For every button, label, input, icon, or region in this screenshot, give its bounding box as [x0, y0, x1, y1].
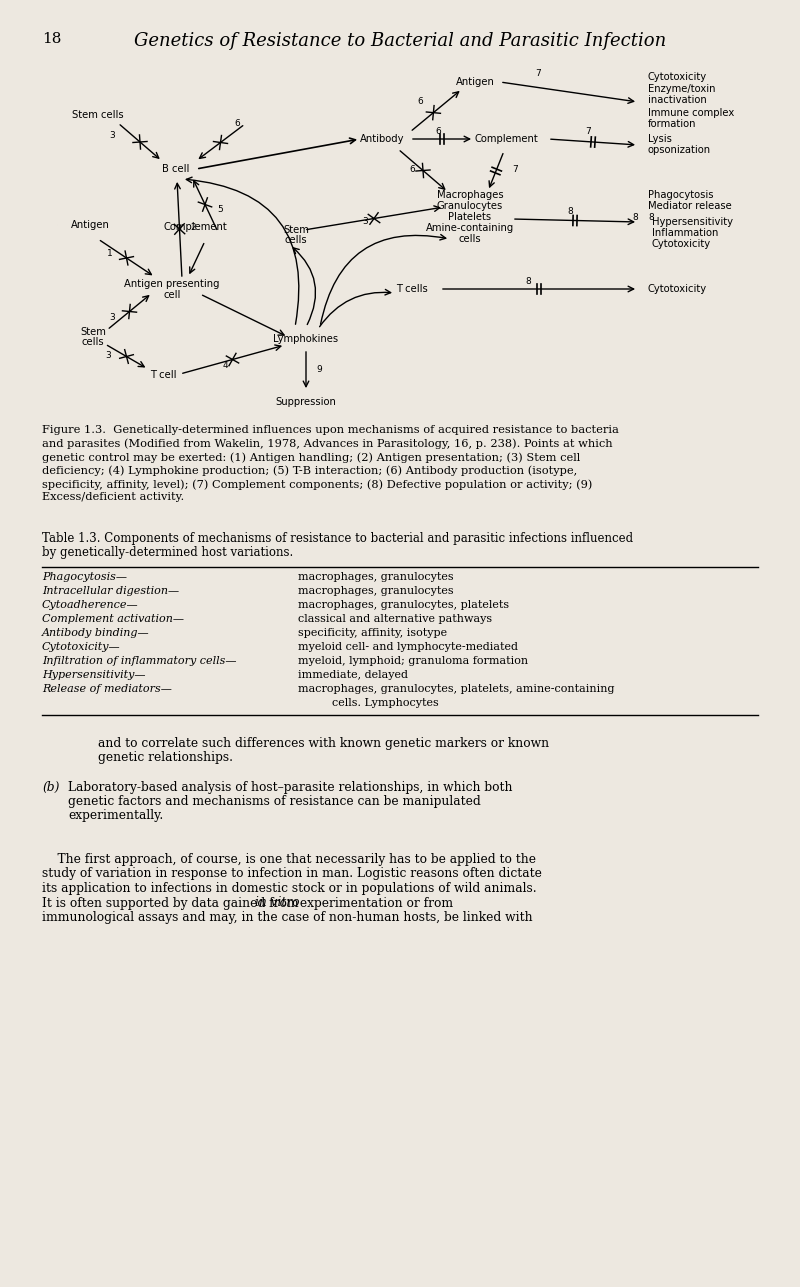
Text: 5: 5 [217, 205, 223, 214]
Text: immediate, delayed: immediate, delayed [298, 671, 408, 680]
Text: 6: 6 [417, 98, 423, 107]
Text: Excess/deficient activity.: Excess/deficient activity. [42, 493, 184, 502]
Text: formation: formation [648, 118, 697, 129]
Text: Infiltration of inflammatory cells—: Infiltration of inflammatory cells— [42, 656, 237, 665]
Text: Lysis: Lysis [648, 134, 672, 144]
Text: 8: 8 [632, 212, 638, 221]
Text: Amine-containing: Amine-containing [426, 223, 514, 233]
Text: Genetics of Resistance to Bacterial and Parasitic Infection: Genetics of Resistance to Bacterial and … [134, 32, 666, 50]
Text: 6: 6 [409, 165, 415, 174]
Text: Cytoadherence—: Cytoadherence— [42, 600, 138, 610]
Text: Complement: Complement [163, 221, 227, 232]
Text: Antigen presenting: Antigen presenting [124, 279, 220, 290]
Text: Antigen: Antigen [455, 77, 494, 88]
Text: cells: cells [82, 337, 104, 347]
Text: study of variation in response to infection in man. Logistic reasons often dicta: study of variation in response to infect… [42, 867, 542, 880]
Text: B cell: B cell [162, 163, 190, 174]
Text: 8: 8 [648, 212, 654, 221]
Text: 3: 3 [109, 313, 115, 322]
Text: genetic control may be exerted: (1) Antigen handling; (2) Antigen presentation; : genetic control may be exerted: (1) Anti… [42, 452, 580, 462]
Text: 7: 7 [585, 127, 591, 136]
Text: 9: 9 [316, 364, 322, 373]
Text: Antibody: Antibody [360, 134, 404, 144]
Text: immunological assays and may, in the case of non-human hosts, be linked with: immunological assays and may, in the cas… [42, 911, 533, 924]
Text: experimentally.: experimentally. [68, 810, 163, 822]
Text: in vitro: in vitro [255, 897, 300, 910]
Text: 8: 8 [525, 277, 531, 286]
Text: by genetically-determined host variations.: by genetically-determined host variation… [42, 546, 294, 559]
Text: Enzyme/toxin: Enzyme/toxin [648, 84, 715, 94]
Text: Release of mediators—: Release of mediators— [42, 683, 172, 694]
Text: Cytotoxicity: Cytotoxicity [648, 284, 707, 293]
Text: 6: 6 [435, 127, 441, 136]
Text: specificity, affinity, isotype: specificity, affinity, isotype [298, 628, 447, 638]
Text: T cell: T cell [150, 369, 176, 380]
Text: (b): (b) [42, 780, 59, 794]
Text: Phagocytosis—: Phagocytosis— [42, 571, 127, 582]
Text: macrophages, granulocytes, platelets, amine-containing: macrophages, granulocytes, platelets, am… [298, 683, 614, 694]
Text: 3: 3 [109, 130, 115, 139]
Text: and to correlate such differences with known genetic markers or known: and to correlate such differences with k… [98, 737, 549, 750]
Text: Complement: Complement [474, 134, 538, 144]
Text: classical and alternative pathways: classical and alternative pathways [298, 614, 492, 624]
Text: Stem: Stem [283, 225, 309, 236]
Text: Granulocytes: Granulocytes [437, 201, 503, 211]
Text: Intracellular digestion—: Intracellular digestion— [42, 586, 179, 596]
Text: opsonization: opsonization [648, 145, 711, 154]
Text: Suppression: Suppression [275, 396, 337, 407]
Text: Immune complex: Immune complex [648, 108, 734, 118]
Text: 7: 7 [535, 69, 541, 79]
Text: specificity, affinity, level); (7) Complement components; (8) Defective populati: specificity, affinity, level); (7) Compl… [42, 479, 592, 489]
Text: 4: 4 [222, 360, 228, 369]
Text: 1: 1 [107, 248, 113, 257]
Text: myeloid cell- and lymphocyte-mediated: myeloid cell- and lymphocyte-mediated [298, 642, 518, 653]
Text: Complement activation—: Complement activation— [42, 614, 184, 624]
Text: genetic factors and mechanisms of resistance can be manipulated: genetic factors and mechanisms of resist… [68, 795, 481, 808]
Text: cells: cells [285, 236, 307, 245]
Text: Cytotoxicity: Cytotoxicity [652, 239, 711, 248]
Text: 7: 7 [512, 165, 518, 174]
Text: Laboratory-based analysis of host–parasite relationships, in which both: Laboratory-based analysis of host–parasi… [68, 780, 513, 794]
Text: Figure 1.3.  Genetically-determined influences upon mechanisms of acquired resis: Figure 1.3. Genetically-determined influ… [42, 425, 619, 435]
Text: Platelets: Platelets [449, 212, 491, 221]
Text: macrophages, granulocytes: macrophages, granulocytes [298, 571, 454, 582]
Text: Stem: Stem [80, 327, 106, 337]
Text: Antigen: Antigen [70, 220, 110, 230]
Text: cell: cell [163, 290, 181, 300]
Text: Hypersensitivity: Hypersensitivity [652, 218, 733, 227]
Text: its application to infections in domestic stock or in populations of wild animal: its application to infections in domesti… [42, 882, 537, 894]
Text: Antibody binding—: Antibody binding— [42, 628, 150, 638]
Text: Table 1.3. Components of mechanisms of resistance to bacterial and parasitic inf: Table 1.3. Components of mechanisms of r… [42, 532, 633, 544]
Text: Mediator release: Mediator release [648, 201, 732, 211]
Text: The first approach, of course, is one that necessarily has to be applied to the: The first approach, of course, is one th… [42, 853, 536, 866]
Text: Cytotoxicity: Cytotoxicity [648, 72, 707, 82]
Text: 3: 3 [362, 218, 368, 227]
Text: 3: 3 [105, 351, 111, 360]
Text: inactivation: inactivation [648, 95, 706, 106]
Text: Macrophages: Macrophages [437, 190, 503, 199]
Text: 18: 18 [42, 32, 62, 46]
Text: macrophages, granulocytes, platelets: macrophages, granulocytes, platelets [298, 600, 509, 610]
Text: Stem cells: Stem cells [72, 109, 124, 120]
Text: Inflammation: Inflammation [652, 228, 718, 238]
Text: genetic relationships.: genetic relationships. [98, 752, 233, 764]
Text: deficiency; (4) Lymphokine production; (5) T-B interaction; (6) Antibody product: deficiency; (4) Lymphokine production; (… [42, 466, 578, 476]
Text: Phagocytosis: Phagocytosis [648, 190, 714, 199]
Text: 6: 6 [234, 120, 240, 129]
Text: T cells: T cells [396, 284, 428, 293]
Text: macrophages, granulocytes: macrophages, granulocytes [298, 586, 454, 596]
Text: It is often supported by data gained from: It is often supported by data gained fro… [42, 897, 302, 910]
Text: experimentation or from: experimentation or from [296, 897, 453, 910]
Text: 2: 2 [190, 223, 196, 232]
Text: Lymphokines: Lymphokines [274, 335, 338, 344]
Text: and parasites (Modified from Wakelin, 1978, Advances in Parasitology, 16, p. 238: and parasites (Modified from Wakelin, 19… [42, 439, 613, 449]
Text: Hypersensitivity—: Hypersensitivity— [42, 671, 146, 680]
Text: cells: cells [458, 234, 482, 245]
Text: 8: 8 [567, 207, 573, 216]
Text: Cytotoxicity—: Cytotoxicity— [42, 642, 121, 653]
Text: cells. Lymphocytes: cells. Lymphocytes [318, 698, 438, 708]
Text: myeloid, lymphoid; granuloma formation: myeloid, lymphoid; granuloma formation [298, 656, 528, 665]
